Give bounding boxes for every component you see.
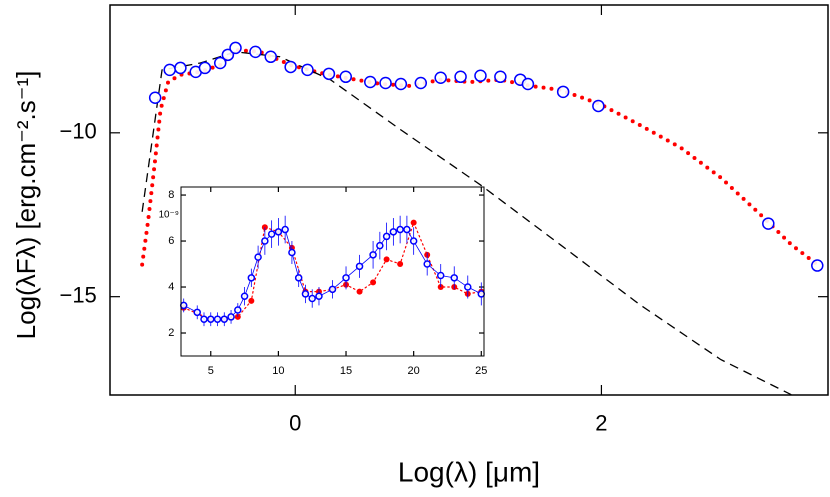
data-point <box>379 76 392 90</box>
data-point <box>762 217 775 230</box>
data-point <box>174 61 187 75</box>
data-point <box>207 315 215 323</box>
data-point <box>477 290 486 298</box>
data-point <box>410 219 417 226</box>
series-line <box>183 220 482 320</box>
data-point <box>288 248 296 257</box>
data-point <box>229 41 242 55</box>
data-point <box>200 315 208 323</box>
data-point <box>397 261 404 268</box>
y-tick-label: 6 <box>168 235 174 247</box>
data-point <box>220 315 229 323</box>
data-point <box>474 69 487 83</box>
x-axis-label: Log(λ) [μm] <box>398 456 540 487</box>
data-point <box>322 67 336 81</box>
data-point <box>284 60 297 74</box>
data-point <box>294 274 303 282</box>
data-point <box>267 230 276 238</box>
data-point <box>450 274 458 282</box>
data-point <box>376 241 384 250</box>
data-point <box>396 225 404 234</box>
plot-area <box>181 187 484 356</box>
data-point <box>227 313 235 321</box>
y-tick-label: 4 <box>168 281 174 293</box>
data-point <box>249 45 262 59</box>
data-point <box>811 259 824 272</box>
data-point <box>198 61 212 75</box>
data-point <box>436 271 445 280</box>
data-point <box>301 290 310 298</box>
data-point <box>221 48 235 62</box>
data-point <box>248 297 255 304</box>
data-point <box>423 260 431 268</box>
x-tick-label: 25 <box>475 365 487 377</box>
data-point <box>148 91 162 104</box>
data-point <box>328 285 337 294</box>
data-point <box>370 279 377 286</box>
data-point <box>193 308 201 317</box>
data-point <box>382 232 391 241</box>
data-point <box>247 274 256 282</box>
series-line <box>141 51 792 396</box>
data-point <box>355 262 364 271</box>
data-point <box>261 237 269 245</box>
data-point <box>434 71 447 85</box>
data-point <box>383 256 390 263</box>
data-point <box>521 77 535 91</box>
data-point <box>342 274 350 282</box>
y-tick-label: 8 <box>168 189 174 201</box>
data-point <box>389 228 398 236</box>
data-point <box>179 301 188 310</box>
axes-frame <box>109 4 829 396</box>
data-point <box>281 225 289 234</box>
data-point <box>464 283 472 291</box>
data-point <box>556 85 570 99</box>
data-point <box>403 225 411 234</box>
data-point <box>339 70 353 84</box>
data-point <box>264 50 277 64</box>
annotation: 10⁻⁹ <box>159 210 179 221</box>
data-point <box>454 70 467 84</box>
data-point <box>308 294 316 303</box>
data-point <box>315 292 323 300</box>
data-point <box>369 251 377 259</box>
data-point <box>364 75 377 89</box>
data-point <box>494 70 507 84</box>
x-tick-label: 2 <box>595 411 607 436</box>
data-point <box>274 228 283 236</box>
x-tick-label: 5 <box>208 365 214 377</box>
data-point <box>356 288 363 295</box>
data-point <box>240 292 249 300</box>
series-line <box>140 47 820 267</box>
y-tick-label: 2 <box>168 327 174 339</box>
y-tick-label: −15 <box>59 282 96 307</box>
data-point <box>301 63 314 77</box>
data-point <box>234 306 242 314</box>
y-axis-label: Log(λFλ) [erg.cm⁻².s⁻¹] <box>11 71 41 340</box>
data-point <box>592 99 605 113</box>
x-tick-label: 0 <box>289 411 301 436</box>
data-point <box>213 315 222 323</box>
data-point <box>394 77 408 91</box>
x-tick-label: 10 <box>272 365 284 377</box>
x-tick-label: 15 <box>340 365 352 377</box>
data-point <box>254 253 262 261</box>
y-tick-label: −10 <box>59 119 96 144</box>
axes-frame <box>180 186 485 357</box>
x-tick-label: 20 <box>408 365 420 377</box>
data-point <box>163 63 176 77</box>
data-point <box>414 76 428 90</box>
data-point <box>409 237 418 245</box>
data-point <box>213 56 227 70</box>
